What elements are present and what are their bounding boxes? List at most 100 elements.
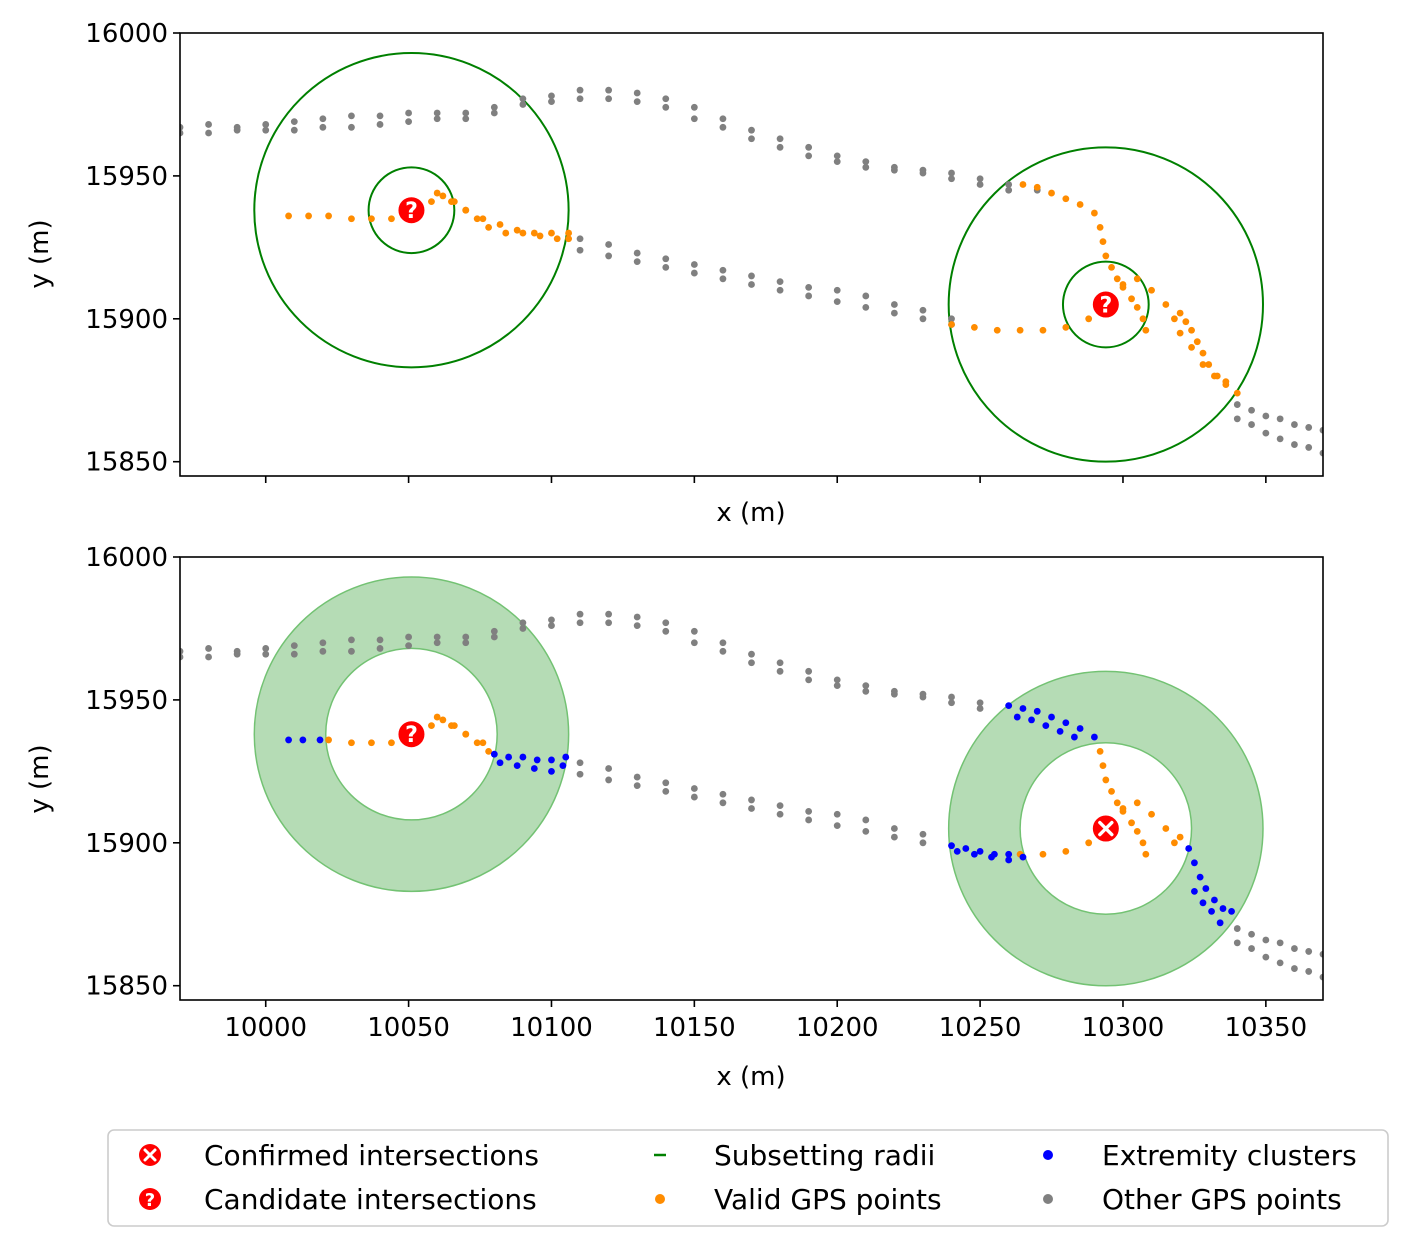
valid-gps-point — [348, 215, 355, 223]
other-gps-point — [548, 616, 555, 624]
other-gps-point — [1319, 426, 1323, 434]
x-tick-label: 10350 — [1224, 1013, 1307, 1043]
other-gps-point — [862, 816, 870, 824]
other-gps-point — [976, 175, 984, 183]
other-gps-point — [662, 255, 670, 263]
valid-gps-point — [388, 215, 395, 223]
extremity-cluster-point — [299, 736, 307, 744]
top-intersections: ?? — [396, 195, 1121, 320]
top-gps-points — [180, 86, 1323, 457]
extremity-cluster-point — [1202, 885, 1210, 892]
other-gps-point — [405, 118, 412, 125]
other-gps-point — [662, 619, 670, 627]
other-gps-point — [1276, 959, 1284, 967]
x-tick-label: 10000 — [224, 1013, 307, 1043]
other-gps-point — [919, 169, 927, 177]
valid-gps-point — [462, 730, 470, 738]
other-gps-point — [576, 770, 584, 778]
other-gps-point — [862, 303, 870, 311]
other-gps-point — [233, 126, 241, 134]
bottom-subsetting-radii — [253, 575, 1264, 988]
other-gps-point — [662, 779, 670, 787]
other-gps-point — [490, 103, 498, 111]
valid-gps-point — [1062, 195, 1070, 203]
inner-radius-circle — [1061, 260, 1150, 349]
other-gps-point — [180, 123, 184, 131]
other-gps-point — [948, 315, 955, 323]
valid-gps-point — [1133, 827, 1141, 835]
extremity-cluster-point — [970, 850, 978, 858]
other-gps-point — [233, 650, 241, 658]
y-tick-label: 16000 — [85, 543, 168, 573]
other-gps-point — [462, 633, 470, 641]
extremity-cluster-point — [1005, 850, 1013, 858]
outer-radius-circle — [253, 52, 570, 369]
other-gps-point — [776, 286, 784, 294]
other-gps-point — [433, 115, 441, 123]
y-tick-label: 15900 — [85, 829, 168, 859]
valid-gps-point — [1133, 303, 1141, 311]
valid-gps-point — [1193, 338, 1201, 346]
extremity-cluster-point — [1019, 853, 1027, 861]
other-gps-point — [1233, 415, 1241, 423]
x-tick-label: 10050 — [367, 1013, 450, 1043]
extremity-cluster-point — [513, 762, 521, 770]
valid-gps-point — [325, 736, 332, 744]
other-gps-point — [890, 690, 898, 698]
other-gps-point — [748, 650, 755, 658]
top-panel: ?? 15850 15900 15950 16000 x (m) y (m) — [25, 19, 1324, 528]
point-dot-icon — [1043, 1194, 1053, 1204]
other-gps-point — [348, 647, 355, 655]
other-gps-point — [890, 301, 898, 308]
other-gps-point — [862, 292, 870, 300]
other-gps-point — [1305, 948, 1313, 955]
other-gps-point — [376, 636, 384, 644]
valid-gps-point — [970, 323, 978, 331]
valid-gps-point — [1142, 850, 1150, 858]
other-gps-point — [576, 235, 584, 243]
other-gps-point — [633, 258, 641, 266]
extremity-cluster-point — [1219, 905, 1227, 912]
other-gps-point — [376, 121, 384, 128]
confirmed-intersection-marker — [1090, 813, 1121, 844]
other-gps-point — [633, 622, 641, 629]
valid-gps-point — [1085, 315, 1093, 323]
candidate-intersection-marker: ? — [396, 195, 427, 226]
other-gps-point — [1305, 444, 1313, 451]
extremity-cluster-point — [1056, 727, 1064, 735]
legend-label: Candidate intersections — [204, 1183, 537, 1216]
other-gps-point — [576, 95, 584, 103]
extremity-cluster-point — [1005, 856, 1013, 864]
valid-gps-point — [428, 198, 435, 206]
other-gps-point — [690, 793, 698, 801]
other-gps-point — [719, 115, 727, 123]
extremity-cluster-point — [953, 847, 961, 855]
other-gps-point — [890, 833, 898, 841]
other-gps-point — [748, 805, 755, 812]
other-gps-point — [576, 610, 584, 618]
other-gps-point — [1305, 968, 1313, 975]
other-gps-point — [833, 152, 841, 160]
valid-gps-point — [1139, 315, 1147, 323]
other-gps-point — [605, 619, 613, 627]
valid-gps-point — [485, 747, 493, 755]
other-gps-point — [805, 143, 813, 151]
valid-gps-point — [993, 326, 1001, 334]
bottom-y-ticks: 15850 15900 15950 16000 — [85, 543, 180, 1002]
valid-gps-point — [1091, 209, 1098, 217]
other-gps-point — [948, 169, 955, 177]
legend: Confirmed intersections? Candidate inters… — [107, 1129, 1389, 1227]
other-gps-point — [833, 676, 841, 684]
other-gps-point — [776, 278, 784, 286]
valid-gps-point — [1133, 799, 1141, 807]
extremity-cluster-point — [1091, 733, 1098, 741]
valid-gps-point — [1199, 349, 1207, 357]
extremity-cluster-point — [948, 842, 955, 850]
valid-gps-point — [388, 739, 395, 747]
other-gps-point — [405, 109, 412, 117]
valid-gps-point — [428, 722, 435, 730]
other-gps-point — [662, 787, 670, 795]
extremity-cluster-point — [1211, 896, 1218, 904]
other-gps-point — [1291, 441, 1298, 448]
